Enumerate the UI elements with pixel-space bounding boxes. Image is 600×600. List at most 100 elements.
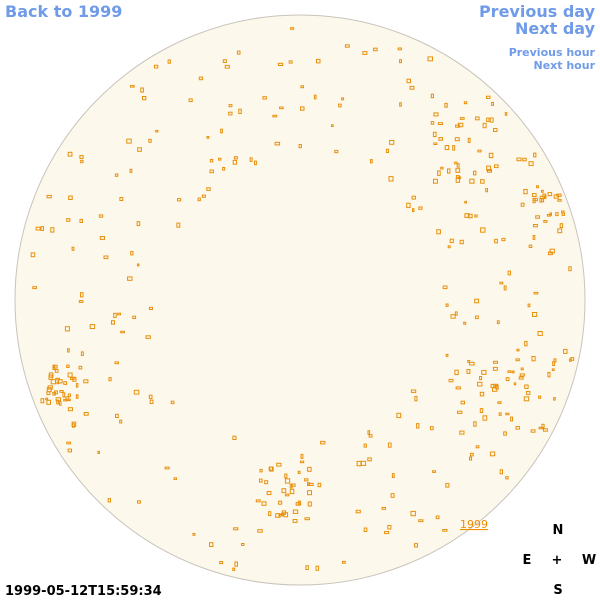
speckle — [470, 452, 474, 457]
speckle — [430, 121, 435, 125]
speckle — [448, 378, 454, 383]
speckle — [454, 161, 458, 165]
compass-north: N — [553, 523, 564, 538]
speckle — [495, 384, 499, 390]
speckle — [320, 440, 326, 445]
speckle — [115, 413, 119, 418]
speckle — [137, 147, 142, 152]
speckle — [107, 498, 111, 503]
speckle — [384, 531, 390, 535]
speckle — [480, 179, 485, 184]
speckle — [482, 122, 487, 129]
speckle — [442, 285, 448, 290]
speckle — [268, 511, 272, 517]
speckle — [114, 361, 119, 365]
speckle — [99, 236, 106, 240]
speckle — [503, 431, 507, 436]
speckle — [148, 138, 152, 143]
speckle — [387, 525, 392, 530]
speckle — [507, 370, 512, 373]
previous-hour-link[interactable]: Previous hour — [509, 46, 596, 59]
speckle — [469, 178, 475, 184]
speckle — [264, 480, 269, 485]
speckle — [504, 112, 508, 116]
speckle — [262, 96, 267, 100]
speckle — [30, 252, 36, 258]
speckle — [297, 470, 301, 474]
speckle — [535, 215, 541, 219]
speckle — [307, 466, 312, 472]
speckle — [283, 512, 289, 518]
speckle — [52, 364, 56, 371]
speckle — [292, 509, 299, 514]
speckle — [438, 137, 444, 141]
speckle — [67, 393, 71, 397]
speckle — [288, 60, 293, 64]
previous-day-link[interactable]: Previous day — [479, 2, 596, 21]
speckle — [519, 373, 525, 377]
speckle — [317, 482, 322, 488]
speckle — [259, 478, 263, 483]
speckle — [518, 376, 524, 380]
speckle — [278, 513, 283, 517]
speckle — [234, 561, 238, 567]
speckle — [524, 384, 529, 389]
speckle — [551, 368, 555, 371]
speckle — [127, 276, 133, 281]
speckle — [474, 315, 479, 320]
speckle — [228, 111, 233, 116]
speckle — [177, 198, 182, 202]
speckle — [536, 185, 539, 189]
speckle — [479, 408, 484, 414]
speckle — [385, 148, 389, 154]
speckle — [98, 214, 104, 218]
speckle — [48, 372, 54, 378]
speckle — [543, 220, 548, 223]
speckle — [254, 160, 257, 166]
speckle — [83, 412, 89, 416]
speckle — [290, 27, 295, 30]
speckle — [486, 165, 492, 172]
speckle — [516, 157, 522, 162]
speckle — [295, 502, 301, 506]
speckle — [563, 348, 568, 354]
speckle — [206, 187, 211, 191]
back-link[interactable]: Back to 1999 — [5, 2, 122, 21]
speckle — [479, 376, 483, 381]
speckle — [55, 377, 60, 381]
speckle — [459, 430, 465, 435]
speckle — [133, 389, 140, 395]
next-hour-link[interactable]: Next hour — [534, 59, 596, 72]
speckle — [399, 102, 402, 107]
speckle — [520, 367, 524, 371]
speckle — [481, 370, 487, 375]
speckle — [266, 491, 272, 496]
speckle — [238, 108, 242, 114]
speckle — [391, 473, 395, 479]
speckle — [119, 419, 123, 424]
speckle — [56, 381, 60, 385]
year-link[interactable]: 1999 — [460, 518, 488, 531]
speckle — [464, 200, 467, 204]
speckle — [466, 369, 471, 374]
speckle — [277, 62, 284, 66]
speckle — [80, 351, 84, 356]
speckle — [275, 513, 281, 518]
speckle — [367, 457, 372, 462]
speckle — [75, 383, 79, 388]
speckle — [35, 226, 41, 231]
speckle — [58, 379, 63, 384]
speckle — [316, 58, 321, 64]
speckle — [284, 473, 288, 479]
speckle — [289, 488, 295, 495]
speckle — [206, 136, 210, 139]
next-day-link[interactable]: Next day — [515, 19, 596, 38]
speckle — [474, 298, 480, 304]
speckle — [549, 212, 552, 216]
speckle — [233, 527, 239, 531]
speckle — [126, 138, 132, 144]
speckle — [233, 156, 238, 160]
speckle — [510, 416, 514, 422]
speckle — [305, 565, 309, 571]
speckle — [58, 401, 62, 406]
